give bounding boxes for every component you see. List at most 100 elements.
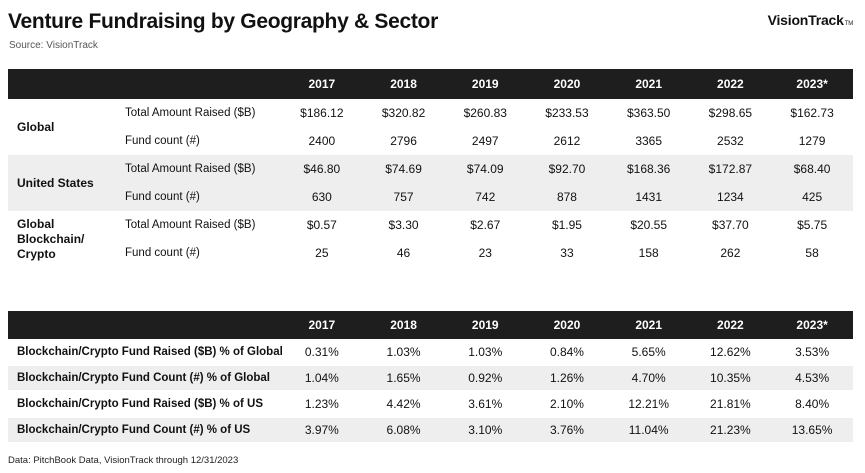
table-row: Blockchain/Crypto Fund Raised ($B) % of … <box>8 339 853 365</box>
table-cell: 1.03% <box>468 344 503 359</box>
table-cell: $260.83 <box>463 106 507 120</box>
year-header: 2021 <box>635 318 663 332</box>
table-row: Global Total Amount Raised ($B) $186.12 … <box>8 99 853 134</box>
year-header: 2017 <box>308 77 336 91</box>
table-cell: 1.26% <box>549 371 584 385</box>
table-cell: 262 <box>720 246 741 260</box>
table-cell: $92.70 <box>548 162 586 176</box>
year-header: 2022 <box>717 77 744 91</box>
group-label: Global <box>17 119 55 134</box>
table-cell: $1.95 <box>551 218 582 232</box>
table-cell: 1234 <box>717 190 744 204</box>
group-global: Global Total Amount Raised ($B) $186.12 … <box>8 99 853 155</box>
year-header: 2022 <box>717 318 744 332</box>
year-header: 2019 <box>471 318 499 332</box>
table-cell: 158 <box>638 246 659 260</box>
group-united-states: United States Total Amount Raised ($B) $… <box>8 155 853 211</box>
table-cell: 4.53% <box>795 371 830 385</box>
table-cell: 3365 <box>635 134 663 148</box>
metric-label: Blockchain/Crypto Fund Raised ($B) % of … <box>17 398 263 410</box>
table-cell: 33 <box>560 246 574 260</box>
table-cell: 58 <box>805 246 819 260</box>
metric-label: Blockchain/Crypto Fund Raised ($B) % of … <box>17 345 283 358</box>
blockchain-share-table: 2017 2018 2019 2020 2021 2022 2023* Bloc… <box>8 311 853 444</box>
year-header: 2020 <box>553 318 581 332</box>
table-cell: 1.04% <box>304 371 339 385</box>
logo-trademark: TM <box>844 21 853 27</box>
table-cell: 2612 <box>553 134 581 148</box>
table-cell: $186.12 <box>300 106 344 120</box>
table-cell: 2796 <box>390 134 417 148</box>
table-cell: $298.65 <box>708 106 753 120</box>
metric-label: Fund count (#) <box>125 135 200 147</box>
footnote: Data: PitchBook Data, VisionTrack throug… <box>8 455 239 466</box>
table-cell: $162.73 <box>790 106 834 120</box>
metric-label: Total Amount Raised ($B) <box>125 163 256 175</box>
table-cell: 1.03% <box>386 344 421 359</box>
year-header: 2020 <box>553 77 581 91</box>
metric-label: Fund count (#) <box>125 247 200 259</box>
table-cell: 1279 <box>798 134 826 148</box>
table-cell: 46 <box>396 246 411 260</box>
table-cell: $3.30 <box>388 218 419 232</box>
table-row: Blockchain/Crypto Fund Raised ($B) % of … <box>8 391 853 417</box>
table-cell: 5.65% <box>631 344 666 359</box>
fundraising-table-header: 2017 2018 2019 2020 2021 2022 2023* <box>8 69 853 99</box>
table-cell: $233.53 <box>545 106 589 120</box>
metric-label: Total Amount Raised ($B) <box>125 219 256 231</box>
table-cell: $5.75 <box>797 218 828 232</box>
table-cell: 0.92% <box>468 371 503 385</box>
table-cell: 21.23% <box>710 423 751 437</box>
table-row: Blockchain/Crypto Fund Count (#) % of US… <box>8 417 853 443</box>
group-label: United States <box>17 175 94 190</box>
year-header: 2017 <box>308 318 336 332</box>
table-cell: 10.35% <box>710 371 751 385</box>
table-cell: 12.21% <box>628 397 670 411</box>
group-label: Global Blockchain/ Crypto <box>17 216 85 261</box>
table-cell: 13.65% <box>791 423 833 437</box>
table-cell: $320.82 <box>381 106 426 120</box>
year-header: 2018 <box>390 77 417 91</box>
table-row: United States Total Amount Raised ($B) $… <box>8 155 853 190</box>
metric-label: Total Amount Raised ($B) <box>125 107 256 119</box>
year-header: 2021 <box>635 77 663 91</box>
fundraising-table: 2017 2018 2019 2020 2021 2022 2023* Glob… <box>8 69 853 267</box>
table-cell: $2.67 <box>470 218 501 232</box>
table-cell: $363.50 <box>626 106 671 120</box>
table-cell: 3.53% <box>795 344 830 359</box>
logo-text: VisionTrack <box>767 12 844 28</box>
visiontrack-logo: VisionTrackTM <box>767 12 854 28</box>
year-header: 2023* <box>796 318 828 332</box>
table-cell: $20.55 <box>630 218 668 232</box>
table-row: Blockchain/Crypto Fund Count (#) % of Gl… <box>8 365 853 391</box>
page-title: Venture Fundraising by Geography & Secto… <box>8 10 438 33</box>
table-cell: $168.36 <box>626 162 671 176</box>
table-cell: 1.23% <box>304 397 339 411</box>
year-header: 2023* <box>796 77 828 91</box>
table-cell: 1.65% <box>386 371 421 385</box>
table-row: Global Blockchain/ Crypto Total Amount R… <box>8 211 853 261</box>
blockchain-share-table-header: 2017 2018 2019 2020 2021 2022 2023* <box>8 311 853 339</box>
table-cell: 3.10% <box>468 423 503 437</box>
table-cell: 21.81% <box>710 397 751 411</box>
table-cell: 23 <box>478 246 492 260</box>
table-row: Fund count (#) 630 757 742 878 1431 1234… <box>8 183 853 211</box>
table-row: Fund count (#) 25 46 23 33 158 262 58 <box>8 239 853 267</box>
year-header: 2018 <box>390 318 417 332</box>
metric-label: Blockchain/Crypto Fund Count (#) % of US <box>17 424 251 436</box>
table-cell: 425 <box>802 190 823 204</box>
table-cell: $74.09 <box>466 162 504 176</box>
table-cell: 12.62% <box>710 344 751 359</box>
table-row: Fund count (#) 2400 2796 2497 2612 3365 … <box>8 127 853 155</box>
table-cell: 3.76% <box>549 423 584 437</box>
table-cell: 742 <box>475 190 496 204</box>
table-cell: $0.57 <box>306 218 337 232</box>
table-cell: 11.04% <box>628 423 669 437</box>
table-cell: 1431 <box>635 190 663 204</box>
year-header: 2019 <box>471 77 499 91</box>
table-cell: 757 <box>393 190 414 204</box>
table-cell: $74.69 <box>385 162 422 176</box>
group-global-blockchain: Global Blockchain/ Crypto Total Amount R… <box>8 211 853 267</box>
table-cell: 3.97% <box>304 423 339 437</box>
table-cell: $68.40 <box>793 162 831 176</box>
